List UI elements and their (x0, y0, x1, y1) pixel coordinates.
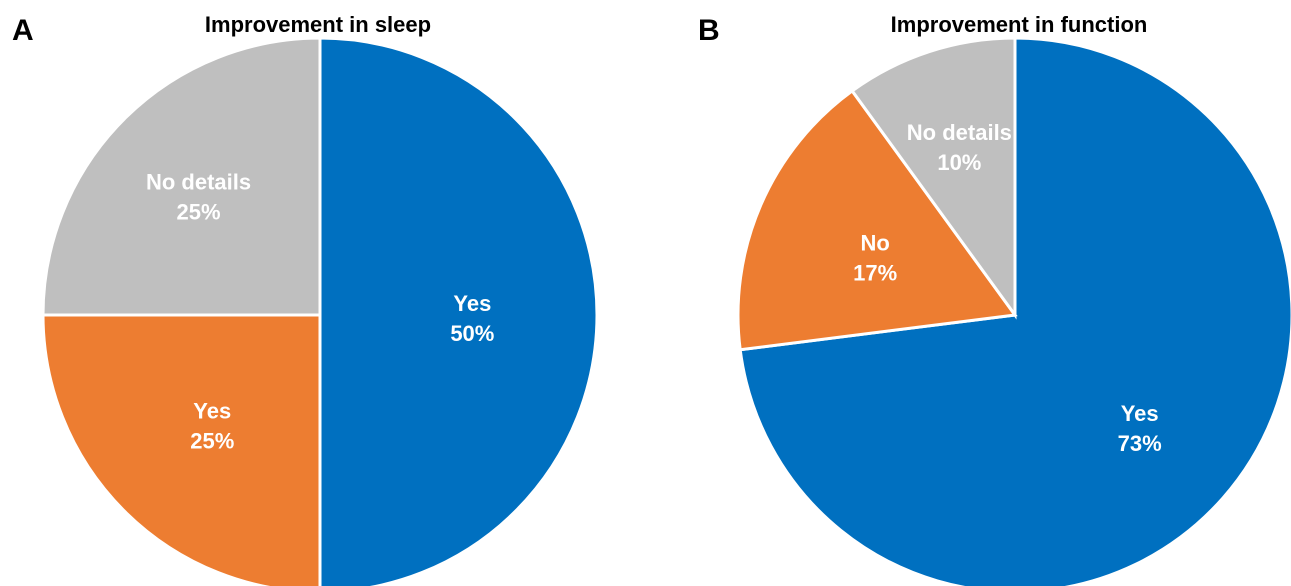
chart-title-function: Improvement in function (891, 12, 1148, 37)
pie-sleep: Yes 50% Yes 25% No details 25% (41, 36, 599, 586)
pie-slice-yes (41, 313, 322, 586)
pie-function: Yes 73% No 17% No details 10% (736, 36, 1291, 586)
slice-label: Yes 50% (450, 291, 494, 346)
pie-slice-no-details (850, 36, 1017, 320)
pie-slice-yes (318, 36, 599, 586)
panel-b: B Improvement in function Yes 73% No 17% No … (698, 12, 1291, 586)
chart-title-sleep: Improvement in sleep (205, 12, 431, 37)
slice-label: Yes 25% (190, 399, 234, 454)
slice-label: Yes 73% (1118, 401, 1162, 456)
panel-letter-a: A (12, 14, 34, 47)
slice-label: No details 25% (146, 170, 251, 225)
panel-a: A Improvement in sleep Yes 50% Yes 25% No de… (12, 12, 599, 586)
panel-letter-b: B (698, 14, 720, 47)
pie-slice-no-details (41, 36, 322, 317)
pie-slice-no (736, 88, 1018, 352)
slice-label: No details 10% (907, 120, 1012, 175)
slice-label: No 17% (853, 230, 897, 285)
